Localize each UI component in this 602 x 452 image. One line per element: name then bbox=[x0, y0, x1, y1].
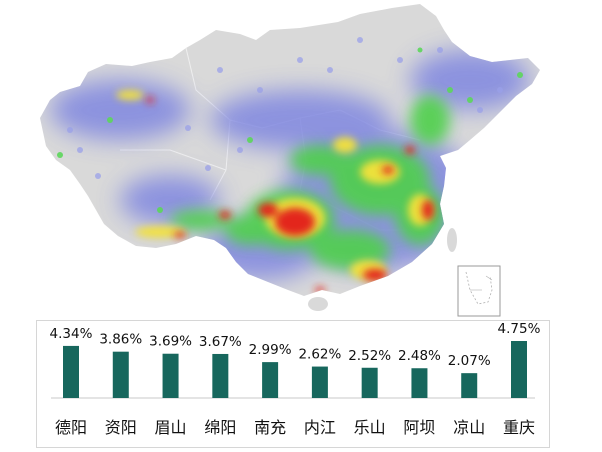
bar bbox=[212, 353, 229, 398]
bar bbox=[411, 368, 428, 398]
category-label: 凉山 bbox=[453, 418, 485, 437]
category-label: 阿坝 bbox=[403, 418, 435, 437]
category-label: 乐山 bbox=[354, 418, 386, 437]
bar bbox=[361, 367, 378, 398]
heat-layer bbox=[50, 37, 530, 293]
bar-value-label: 4.75% bbox=[498, 321, 541, 337]
category-label: 资阳 bbox=[105, 418, 137, 437]
bar-value-label: 2.52% bbox=[348, 348, 391, 364]
bar bbox=[162, 353, 179, 398]
bar-value-label: 3.69% bbox=[149, 334, 192, 350]
bar bbox=[311, 366, 328, 398]
bar bbox=[262, 362, 279, 398]
category-label: 南充 bbox=[254, 418, 286, 437]
taiwan-island bbox=[447, 228, 457, 252]
category-label: 内江 bbox=[304, 418, 336, 437]
bar-value-label: 3.67% bbox=[199, 334, 242, 350]
bar bbox=[461, 373, 478, 398]
bar-value-label: 2.07% bbox=[448, 353, 491, 369]
bar-value-label: 2.48% bbox=[398, 348, 441, 364]
bar bbox=[63, 345, 79, 398]
bar bbox=[112, 351, 129, 398]
bar-chart-svg: 4.34% 德阳 3.86% 资阳 3.69% 眉山 3.67% 绵阳 2.99% 南充 2.62%… bbox=[50, 321, 541, 437]
china-heatmap-svg bbox=[40, 4, 540, 317]
bar-value-label: 2.99% bbox=[249, 342, 292, 358]
south-china-sea-inset bbox=[457, 265, 501, 317]
category-label: 绵阳 bbox=[204, 418, 236, 437]
bar-value-label: 3.86% bbox=[99, 332, 142, 348]
category-label: 眉山 bbox=[155, 418, 187, 437]
category-label: 德阳 bbox=[55, 418, 87, 437]
bar bbox=[511, 341, 527, 398]
category-label: 重庆 bbox=[503, 418, 535, 437]
china-heatmap bbox=[40, 4, 540, 317]
bar-value-label: 2.62% bbox=[298, 347, 341, 363]
bar-value-label: 4.34% bbox=[50, 326, 93, 342]
bar-chart-panel: 4.34% 德阳 3.86% 资阳 3.69% 眉山 3.67% 绵阳 2.99% 南充 2.62%… bbox=[36, 320, 550, 448]
hainan-island bbox=[308, 297, 328, 311]
